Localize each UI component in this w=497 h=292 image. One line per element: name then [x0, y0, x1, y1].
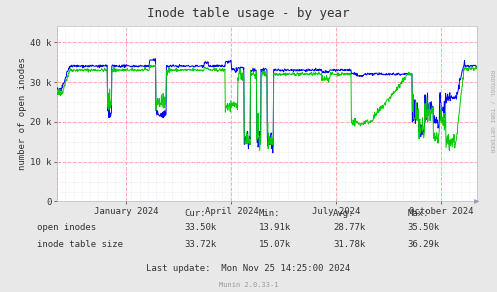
Text: 36.29k: 36.29k	[408, 240, 440, 249]
Text: Cur:: Cur:	[184, 209, 205, 218]
Text: 28.77k: 28.77k	[333, 223, 365, 232]
Text: inode table size: inode table size	[37, 240, 123, 249]
Text: 35.50k: 35.50k	[408, 223, 440, 232]
Text: 33.50k: 33.50k	[184, 223, 216, 232]
Text: RRDTOOL / TOBI OETIKER: RRDTOOL / TOBI OETIKER	[490, 70, 495, 152]
Text: Last update:  Mon Nov 25 14:25:00 2024: Last update: Mon Nov 25 14:25:00 2024	[147, 264, 350, 273]
Text: 33.72k: 33.72k	[184, 240, 216, 249]
Text: Avg:: Avg:	[333, 209, 354, 218]
Text: Min:: Min:	[258, 209, 280, 218]
Text: open inodes: open inodes	[37, 223, 96, 232]
Y-axis label: number of open inodes: number of open inodes	[18, 58, 27, 170]
Text: 13.91k: 13.91k	[258, 223, 291, 232]
Text: Munin 2.0.33-1: Munin 2.0.33-1	[219, 281, 278, 288]
Text: 31.78k: 31.78k	[333, 240, 365, 249]
Text: 15.07k: 15.07k	[258, 240, 291, 249]
Text: Max:: Max:	[408, 209, 429, 218]
Text: Inode table usage - by year: Inode table usage - by year	[147, 7, 350, 20]
